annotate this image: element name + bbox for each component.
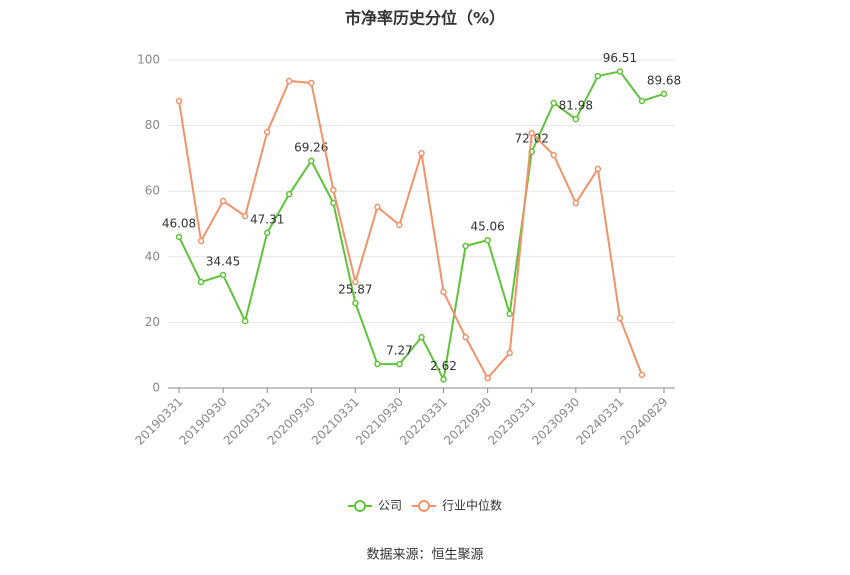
legend-marker [418, 500, 430, 512]
point [352, 299, 359, 307]
point [197, 278, 205, 286]
point [175, 97, 183, 105]
point [594, 165, 602, 173]
point [241, 212, 249, 220]
point [175, 233, 183, 241]
point [440, 288, 447, 296]
point [396, 360, 403, 368]
data-label: 81.98 [559, 99, 593, 113]
data-label: 96.51 [603, 51, 637, 65]
point [352, 278, 359, 286]
point [219, 197, 227, 205]
data-label: 2.62 [430, 359, 457, 373]
y-tick-label: 60 [145, 184, 160, 198]
point [572, 199, 580, 207]
point [550, 151, 558, 159]
point [396, 221, 403, 229]
y-tick-label: 20 [145, 315, 160, 329]
y-tick-label: 80 [145, 118, 160, 132]
point [462, 333, 469, 341]
point [440, 376, 447, 383]
point [285, 77, 293, 85]
chart-title: 市净率历史分位（%） [345, 9, 505, 28]
point [484, 236, 491, 244]
point [484, 374, 491, 382]
point [528, 129, 535, 137]
point [418, 333, 425, 341]
point [616, 314, 624, 322]
data-label: 46.08 [162, 216, 196, 230]
data-label: 89.68 [647, 73, 681, 87]
point [374, 360, 381, 368]
data-label: 34.45 [206, 255, 240, 269]
y-tick-label: 0 [152, 381, 160, 395]
point [418, 149, 425, 157]
source: 数据来源：恒生聚源 [366, 548, 483, 563]
point [572, 115, 580, 123]
legend-marker [354, 500, 366, 512]
point [219, 271, 227, 279]
point [241, 317, 249, 325]
point [506, 310, 513, 318]
point [263, 229, 271, 237]
point [285, 190, 293, 198]
point [638, 97, 646, 105]
point [506, 349, 513, 357]
data-label: 69.26 [294, 140, 328, 154]
data-label: 7.27 [386, 344, 413, 358]
data-label: 47.31 [250, 212, 284, 226]
series-line [178, 79, 643, 380]
x-tick-label: 20240829 [618, 395, 671, 448]
point [550, 99, 558, 107]
point [308, 79, 315, 87]
point [616, 68, 624, 75]
legend-label: 行业中位数 [442, 498, 502, 513]
y-tick-label: 40 [145, 249, 160, 263]
point [462, 242, 469, 250]
data-label: 45.06 [470, 220, 504, 234]
point [308, 157, 315, 165]
legend-label: 公司 [378, 499, 402, 513]
point [197, 237, 205, 245]
y-tick-label: 100 [137, 53, 160, 67]
data-label: 25.87 [338, 283, 372, 297]
point [330, 186, 337, 194]
point [374, 203, 381, 211]
point [263, 128, 271, 136]
point [660, 90, 668, 98]
point [638, 371, 646, 379]
point [594, 72, 602, 80]
